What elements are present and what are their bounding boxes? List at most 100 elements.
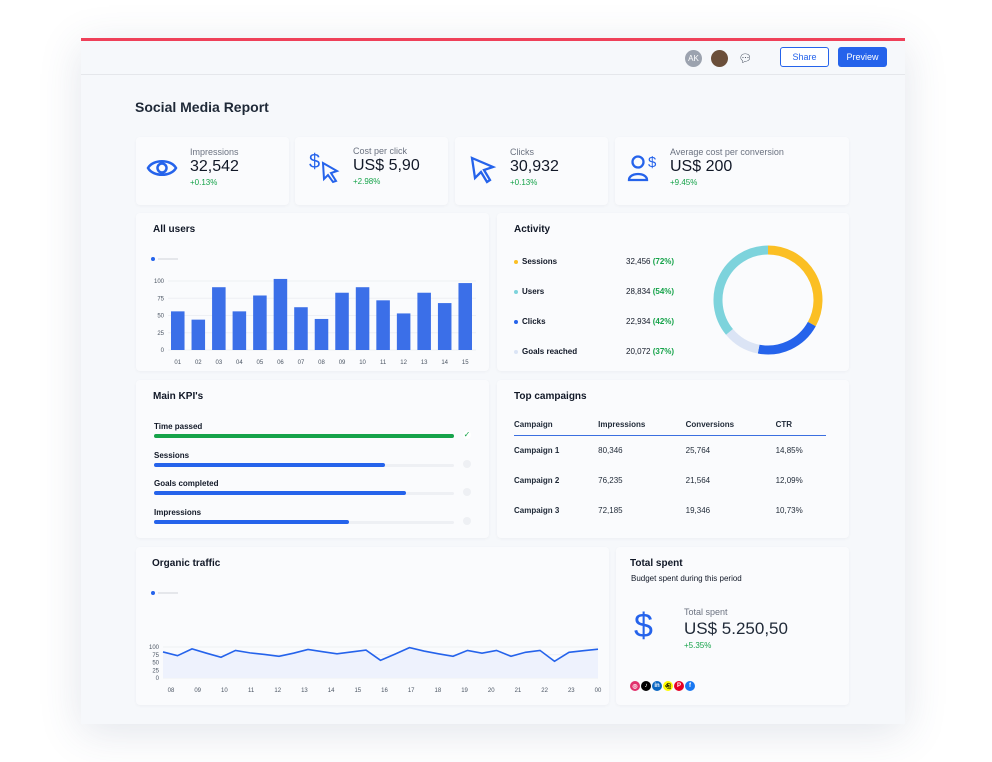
card-title: All users: [153, 224, 196, 235]
status-dot: [463, 488, 471, 496]
x-tick-label: 13: [421, 360, 428, 366]
cell: 21,564: [685, 475, 711, 485]
progress-fill: [154, 519, 349, 524]
kpi-cost-per-click: $ Cost per click US$ 5,90 +2.98%: [295, 137, 448, 205]
kpi-change: +2.98%: [353, 177, 381, 186]
card-title: Activity: [514, 224, 551, 235]
legend-dot: [514, 289, 518, 294]
pinterest-icon[interactable]: P: [674, 681, 684, 691]
cell: Campaign 1: [514, 445, 560, 455]
activity-label: Goals reached: [522, 347, 578, 356]
cell: 76,235: [598, 475, 623, 485]
activity-label: Users: [522, 287, 545, 296]
x-tick-label: 11: [248, 688, 255, 694]
activity-label: Sessions: [522, 257, 558, 266]
cell: 12,09%: [775, 475, 803, 485]
kpi-bar-label: Time passed: [154, 422, 203, 431]
legend-dot: [514, 349, 518, 354]
total-change: +5.35%: [684, 641, 712, 650]
snapchat-icon[interactable]: 👻︎: [663, 681, 673, 691]
traffic-line: [162, 646, 599, 663]
x-tick-label: 02: [195, 360, 202, 366]
bar: [314, 318, 329, 350]
x-tick-label: 04: [236, 360, 243, 366]
activity-value: 32,456 (72%): [626, 257, 675, 266]
total-value: US$ 5.250,50: [684, 619, 788, 638]
kpi-cost-per-conversion: $ Average cost per conversion US$ 200 +9…: [615, 137, 849, 205]
x-tick-label: 14: [441, 360, 448, 366]
y-tick-label: 100: [149, 645, 160, 651]
progress-fill: [154, 434, 454, 438]
avatar[interactable]: AK: [685, 50, 702, 67]
progress-fill: [154, 491, 406, 495]
column-header[interactable]: Conversions: [685, 415, 776, 436]
eye-icon: [146, 160, 178, 176]
x-tick-label: 06: [277, 360, 284, 366]
bar: [458, 283, 472, 350]
instagram-icon[interactable]: ◎: [630, 681, 640, 691]
bar: [273, 278, 288, 350]
kpi-label: Impressions: [190, 147, 239, 157]
column-header[interactable]: Impressions: [598, 415, 686, 436]
y-tick-label: 50: [152, 661, 159, 667]
activity-value: 22,934 (42%): [626, 317, 675, 326]
x-tick-label: 11: [380, 360, 387, 366]
x-tick-label: 09: [339, 360, 346, 366]
activity-label: Clicks: [522, 317, 546, 326]
x-tick-label: 23: [568, 688, 575, 694]
organic-traffic-card: Organic traffic 0 25 50 75 100 08 09 10 11 12 13 14…: [136, 547, 609, 705]
cell: 80,346: [598, 445, 623, 455]
user-dollar-icon: $: [627, 154, 657, 182]
kpi-value: US$ 5,90: [353, 157, 420, 174]
y-tick-label: 0: [161, 348, 165, 354]
y-tick-label: 75: [152, 653, 159, 659]
activity-item: Clicks 22,934 (42%): [514, 317, 684, 326]
campaigns-table: Campaign Impressions Conversions CTR Cam…: [514, 415, 826, 525]
kpi-bar-label: Impressions: [154, 507, 202, 517]
card-title: Main KPI's: [153, 391, 204, 402]
kpi-value: US$ 200: [670, 158, 733, 175]
x-tick-label: 17: [408, 688, 415, 694]
activity-value: 28,834 (54%): [626, 287, 675, 296]
y-tick-label: 100: [154, 279, 165, 285]
preview-button[interactable]: Preview: [838, 47, 887, 67]
share-button[interactable]: Share: [780, 47, 829, 67]
top-bar: AK 💬︎ Share Preview: [81, 41, 905, 75]
legend-dot: [514, 319, 518, 324]
tiktok-icon[interactable]: ♪: [641, 681, 651, 691]
cursor-icon: [470, 156, 497, 184]
kpi-change: +9.45%: [670, 178, 698, 187]
card-title: Organic traffic: [152, 558, 221, 569]
bar: [396, 313, 411, 350]
cell: 25,764: [685, 445, 711, 455]
avatar-photo[interactable]: [711, 50, 728, 67]
kpi-change: +0.13%: [190, 178, 218, 187]
y-tick-label: 75: [157, 296, 164, 302]
legend-dot: [151, 591, 155, 595]
kpi-clicks: Clicks 30,932 +0.13%: [455, 137, 608, 205]
bar: [171, 311, 185, 350]
x-tick-label: 13: [301, 688, 308, 694]
kpi-label: Clicks: [510, 147, 534, 157]
kpi-label: Cost per click: [353, 146, 408, 156]
y-tick-label: 50: [157, 314, 164, 320]
x-tick-label: 22: [541, 688, 548, 694]
comment-icon[interactable]: 💬︎: [738, 53, 753, 65]
kpi-impressions: Impressions 32,542 +0.13%: [136, 137, 289, 205]
legend-dot: [514, 259, 518, 264]
bar: [212, 287, 226, 350]
kpi-bar-label: Goals completed: [154, 479, 219, 488]
x-tick-label: 08: [168, 688, 175, 694]
x-tick-label: 00: [595, 688, 602, 694]
cell: Campaign 2: [514, 475, 560, 485]
top-campaigns-card: Top campaigns Campaign Impressions Conve…: [497, 380, 849, 538]
linkedin-icon[interactable]: in: [652, 681, 662, 691]
x-tick-label: 18: [435, 688, 442, 694]
column-header[interactable]: CTR: [775, 415, 826, 436]
y-tick-label: 25: [157, 331, 164, 337]
check-icon: ✓: [463, 430, 471, 439]
activity-donut-chart: [713, 245, 823, 355]
facebook-icon[interactable]: f: [685, 681, 695, 691]
column-header[interactable]: Campaign: [514, 415, 599, 436]
